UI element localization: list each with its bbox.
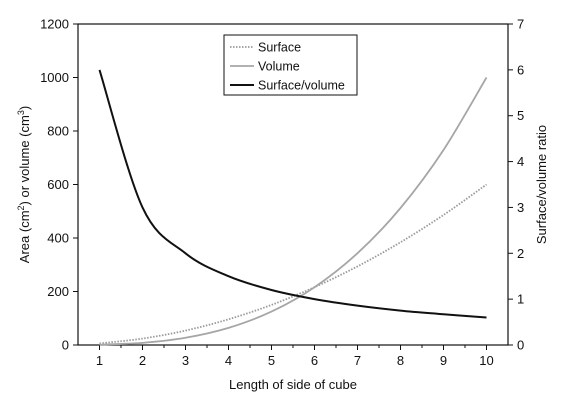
x-tick-label: 1 [96, 353, 103, 368]
y-left-tick-label: 1000 [40, 70, 69, 85]
series-line-surface-volume [98, 69, 487, 319]
y-left-axis-title: Area (cm2) or volume (cm3) [16, 106, 32, 263]
y-left-tick-label: 0 [62, 338, 69, 353]
y-left-tick-label: 800 [47, 124, 69, 139]
series-layer [98, 69, 488, 346]
x-tick-label: 7 [354, 353, 361, 368]
y-right-tick-label: 1 [517, 292, 524, 307]
series-line-volume [99, 77, 488, 346]
y-left-tick-label: 200 [47, 284, 69, 299]
x-tick-label: 9 [440, 353, 447, 368]
x-tick-label: 6 [311, 353, 318, 368]
legend-label-volume: Volume [258, 60, 300, 74]
y-right-tick-label: 4 [517, 154, 524, 169]
y-right-tick-label: 5 [517, 108, 524, 123]
x-tick-label: 3 [182, 353, 189, 368]
y-right-tick-label: 2 [517, 246, 524, 261]
x-tick-label: 10 [479, 353, 493, 368]
x-axis-title: Length of side of cube [229, 377, 357, 392]
legend-label-surface-volume: Surface/volume [258, 79, 345, 93]
legend-label-surface: Surface [258, 41, 301, 55]
y-right-tick-label: 3 [517, 200, 524, 215]
x-tick-label: 4 [225, 353, 232, 368]
y-left-tick-label: 1200 [40, 17, 69, 32]
series-line-surface [99, 183, 488, 345]
y-right-tick-label: 0 [517, 338, 524, 353]
x-tick-label: 5 [268, 353, 275, 368]
y-right-tick-label: 6 [517, 62, 524, 77]
axes-layer: 1 2 3 4 5 6 7 8 9 10 0 200 400 600 800 1000 1200 0 1 2 3 4 5 6 7… [16, 17, 549, 393]
x-tick-label: 2 [139, 353, 146, 368]
x-tick-label: 8 [397, 353, 404, 368]
legend: Surface Volume Surface/volume [223, 34, 358, 96]
y-right-axis-title: Surface/volume ratio [534, 125, 549, 244]
y-left-tick-label: 600 [47, 177, 69, 192]
y-right-tick-label: 7 [517, 17, 524, 32]
y-left-tick-label: 400 [47, 231, 69, 246]
